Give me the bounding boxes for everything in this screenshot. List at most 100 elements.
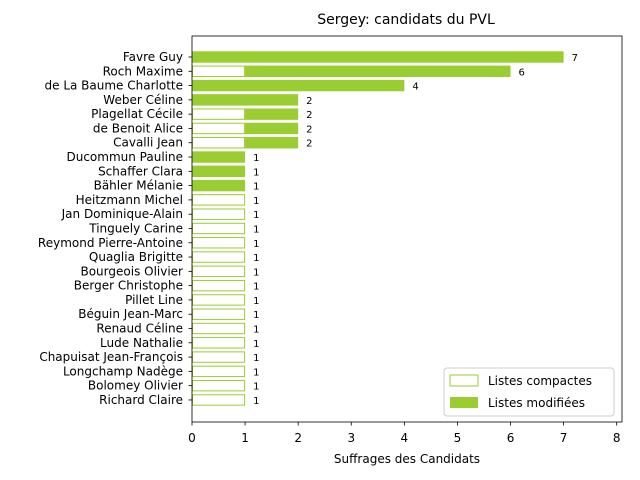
- value-label: 1: [253, 267, 259, 278]
- legend-label-modifiees: Listes modifiées: [488, 396, 585, 410]
- bar-compactes: [192, 294, 246, 306]
- category-label: Roch Maxime: [103, 64, 183, 78]
- x-tick-label: 5: [454, 431, 462, 445]
- category-label: Béguin Jean-Marc: [78, 307, 183, 321]
- x-tick-label: 2: [294, 431, 302, 445]
- bar-compactes: [192, 251, 246, 263]
- value-label: 1: [253, 282, 259, 293]
- category-label: Bähler Mélanie: [94, 179, 183, 193]
- bar-compactes: [192, 322, 246, 335]
- x-axis-ticks: 0 1 2 3 4 5 6 7 8: [188, 422, 621, 445]
- value-label: 1: [253, 167, 259, 178]
- bar-modifiees: [245, 108, 299, 120]
- bar-compactes: [192, 337, 246, 349]
- legend-swatch-compactes: [449, 374, 479, 387]
- category-label: de Benoit Alice: [93, 121, 183, 135]
- bar-compactes: [192, 237, 246, 249]
- category-label: Cavalli Jean: [113, 136, 183, 150]
- value-label: 1: [253, 396, 259, 407]
- category-label: Schaffer Clara: [98, 164, 183, 178]
- bar-modifiees: [192, 179, 246, 192]
- value-label: 1: [253, 196, 259, 207]
- bar-modifiees: [192, 94, 299, 106]
- category-label: Weber Céline: [103, 93, 183, 107]
- x-tick-label: 1: [241, 431, 249, 445]
- value-label: 1: [253, 367, 259, 378]
- value-label: 2: [306, 110, 312, 121]
- category-label: Berger Christophe: [74, 279, 183, 293]
- bar-compactes: [192, 222, 246, 235]
- legend: Listes compactes Listes modifiées: [443, 367, 615, 417]
- category-label: Chapuisat Jean-François: [39, 350, 183, 364]
- bar-modifiees: [192, 151, 246, 163]
- category-label: Richard Claire: [99, 393, 183, 407]
- bar-modifiees: [192, 79, 405, 92]
- bar-compactes: [192, 137, 246, 149]
- bar-compactes: [192, 122, 246, 135]
- bar-modifiees: [192, 51, 564, 63]
- value-label: 1: [253, 296, 259, 307]
- bar-compactes: [192, 394, 246, 406]
- legend-label-compactes: Listes compactes: [488, 374, 592, 388]
- bar-compactes: [192, 365, 246, 378]
- bar-compactes: [192, 108, 246, 120]
- x-tick-label: 0: [188, 431, 196, 445]
- category-label: Bolomey Olivier: [88, 379, 183, 393]
- bar-compactes: [192, 194, 246, 206]
- value-label: 1: [253, 253, 259, 264]
- bar-compactes: [192, 308, 246, 320]
- x-tick-label: 4: [401, 431, 409, 445]
- category-label: Lude Nathalie: [100, 336, 183, 350]
- bar-group: [192, 51, 564, 406]
- value-labels: 7 6 4 2 2 2 2 1 1 1 1 1 1 1 1 1 1 1 1 1 1 1 1 1 1: [253, 53, 578, 407]
- bar-compactes: [192, 208, 246, 220]
- x-tick-label: 6: [507, 431, 515, 445]
- bar-modifiees: [192, 165, 246, 178]
- category-label: Longchamp Nadège: [63, 364, 183, 378]
- bar-modifiees: [245, 65, 511, 77]
- value-label: 1: [253, 182, 259, 193]
- bar-compactes: [192, 351, 246, 363]
- value-label: 7: [572, 53, 578, 64]
- x-tick-label: 8: [613, 431, 621, 445]
- bar-modifiees: [245, 137, 299, 149]
- legend-box: [443, 367, 615, 417]
- value-label: 1: [253, 224, 259, 235]
- value-label: 1: [253, 239, 259, 250]
- value-label: 1: [253, 325, 259, 336]
- bar-compactes: [192, 379, 246, 392]
- x-axis-label: Suffrages des Candidats: [334, 452, 480, 466]
- category-label: Plagellat Cécile: [91, 107, 183, 121]
- value-label: 1: [253, 310, 259, 321]
- value-label: 4: [412, 82, 418, 93]
- value-label: 2: [306, 124, 312, 135]
- chart-title: Sergey: candidats du PVL: [317, 12, 495, 28]
- plot-frame: [191, 35, 623, 423]
- category-label: Bourgeois Olivier: [80, 264, 183, 278]
- category-label: Favre Guy: [123, 50, 183, 64]
- category-label: Ducommun Pauline: [66, 150, 183, 164]
- value-label: 1: [253, 339, 259, 350]
- x-tick-label: 7: [560, 431, 568, 445]
- category-label: Tinguely Carine: [88, 221, 183, 235]
- category-label: Reymond Pierre-Antoine: [38, 236, 183, 250]
- value-label: 1: [253, 353, 259, 364]
- category-label: Quaglia Brigitte: [89, 250, 183, 264]
- legend-swatch-modifiees: [450, 397, 478, 408]
- category-label: Heitzmann Michel: [76, 193, 183, 207]
- bar-compactes: [192, 265, 246, 278]
- bar-compactes: [192, 65, 246, 77]
- value-label: 1: [253, 382, 259, 393]
- value-label: 1: [253, 210, 259, 221]
- bar-modifiees: [245, 122, 299, 135]
- category-label: Jan Dominique-Alain: [61, 207, 183, 221]
- value-label: 6: [519, 67, 525, 78]
- value-label: 2: [306, 96, 312, 107]
- category-label: Renaud Céline: [96, 322, 183, 336]
- bar-compactes: [192, 279, 246, 292]
- value-label: 1: [253, 153, 259, 164]
- value-label: 2: [306, 139, 312, 150]
- x-tick-label: 3: [347, 431, 355, 445]
